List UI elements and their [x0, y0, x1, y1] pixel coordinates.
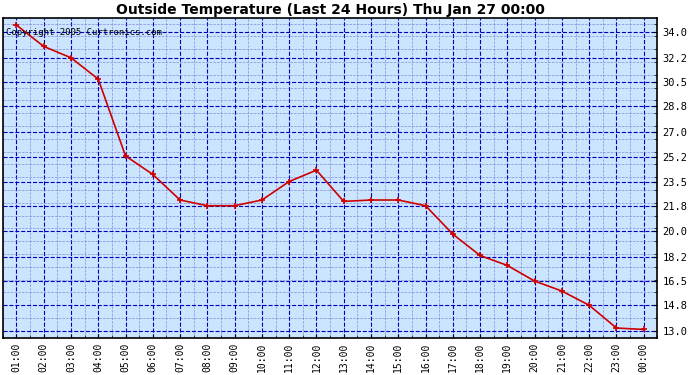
Title: Outside Temperature (Last 24 Hours) Thu Jan 27 00:00: Outside Temperature (Last 24 Hours) Thu … [116, 3, 544, 17]
Text: Copyright 2005 Curtronics.com: Copyright 2005 Curtronics.com [6, 27, 162, 36]
